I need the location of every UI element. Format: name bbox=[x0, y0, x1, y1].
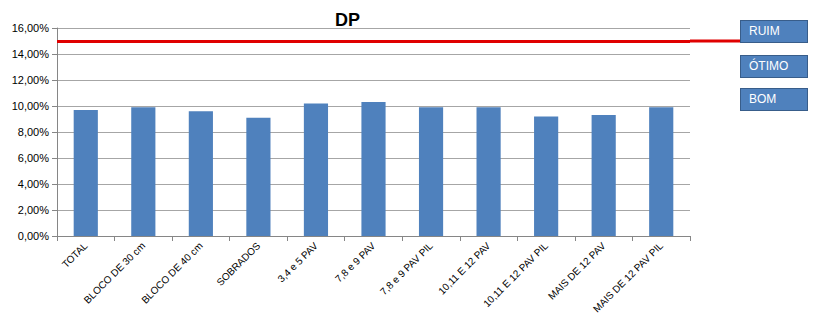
svg-text:10,11 E 12 PAV: 10,11 E 12 PAV bbox=[436, 240, 493, 297]
svg-text:BLOCO DE 30 cm: BLOCO DE 30 cm bbox=[82, 240, 147, 305]
svg-text:8,00%: 8,00% bbox=[18, 126, 49, 138]
svg-text:TOTAL: TOTAL bbox=[60, 240, 90, 270]
html-text:ÓTIMO: ÓTIMO bbox=[749, 59, 789, 73]
svg-text:10,11 E 12 PAV PIL: 10,11 E 12 PAV PIL bbox=[481, 240, 550, 309]
svg-text:0,00%: 0,00% bbox=[18, 230, 49, 242]
svg-text:MAIS DE 12 PAV: MAIS DE 12 PAV bbox=[546, 240, 608, 302]
html-text:RUIM: RUIM bbox=[749, 24, 780, 38]
svg-text:MAIS DE 12 PAV PIL: MAIS DE 12 PAV PIL bbox=[591, 240, 666, 315]
svg-text:3,4 e 5 PAV: 3,4 e 5 PAV bbox=[275, 240, 320, 285]
svg-text:4,00%: 4,00% bbox=[18, 178, 49, 190]
svg-text:7,8 e 9 PAV PIL: 7,8 e 9 PAV PIL bbox=[378, 240, 435, 297]
svg-text:7,8 e 9 PAV: 7,8 e 9 PAV bbox=[333, 240, 378, 285]
svg-text:2,00%: 2,00% bbox=[18, 204, 49, 216]
html-text:BOM: BOM bbox=[749, 92, 777, 106]
svg-text:BLOCO DE 40 cm: BLOCO DE 40 cm bbox=[139, 240, 204, 305]
svg-text:SOBRADOS: SOBRADOS bbox=[215, 240, 263, 288]
svg-text:14,00%: 14,00% bbox=[12, 48, 50, 60]
svg-text:16,00%: 16,00% bbox=[12, 22, 50, 34]
svg-text:DP: DP bbox=[335, 10, 360, 30]
svg-text:10,00%: 10,00% bbox=[12, 100, 50, 112]
svg-text:6,00%: 6,00% bbox=[18, 152, 49, 164]
svg-text:12,00%: 12,00% bbox=[12, 74, 50, 86]
